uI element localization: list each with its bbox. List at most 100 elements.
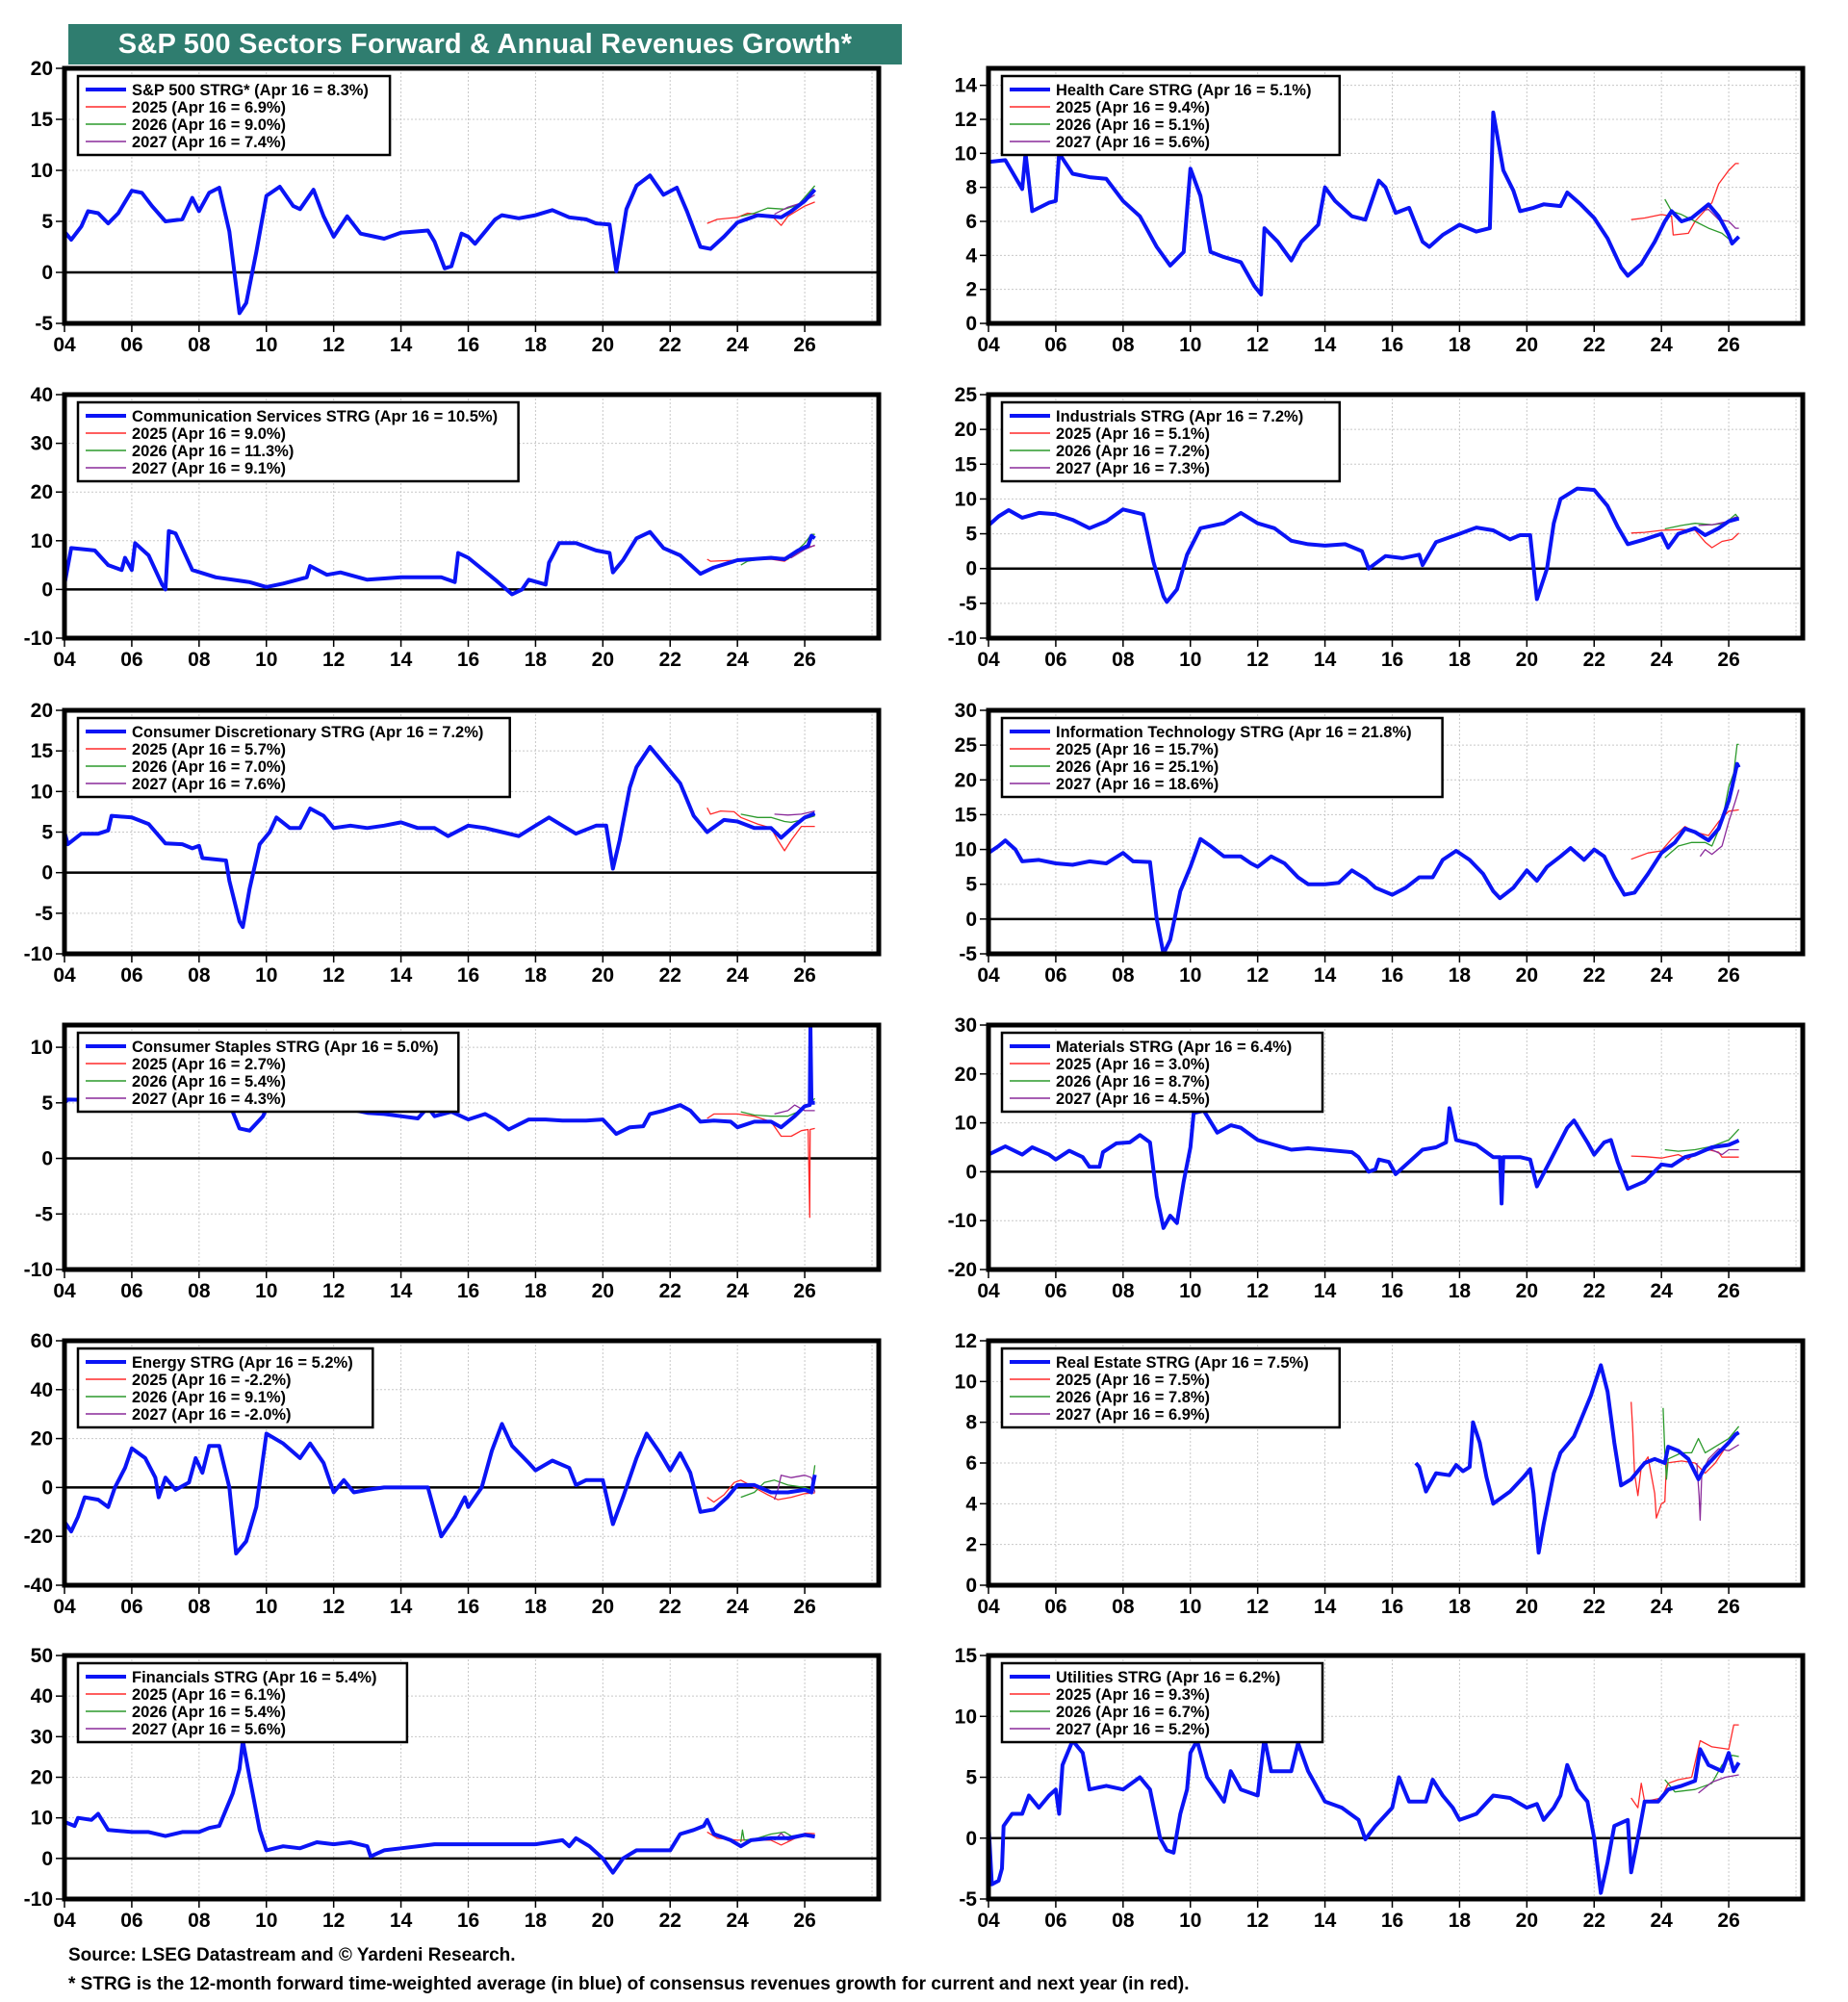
legend-label: 2026 (Apr 16 = 8.7%) bbox=[1056, 1073, 1210, 1091]
y-tick-label: -20 bbox=[24, 1526, 53, 1548]
x-tick-label: 08 bbox=[188, 649, 211, 671]
legend: Information Technology STRG (Apr 16 = 21… bbox=[1000, 716, 1444, 799]
x-tick-label: 24 bbox=[726, 1910, 749, 1932]
x-tick-label: 14 bbox=[1314, 1280, 1337, 1302]
x-tick-label: 14 bbox=[1314, 649, 1337, 671]
x-tick-label: 14 bbox=[1314, 334, 1337, 356]
plot-area bbox=[988, 486, 1740, 604]
x-tick-label: 08 bbox=[1112, 1596, 1135, 1618]
chart-materials: -20 -10 0 10 20 30 04 06 08 10 12 14 16 18 20 22 24 26 Mat… bbox=[948, 1014, 1806, 1302]
y-tick-label: -40 bbox=[24, 1575, 53, 1597]
x-tick-label: 22 bbox=[1583, 1910, 1605, 1932]
x-tick-label: 16 bbox=[457, 1910, 479, 1932]
y-tick-label: 20 bbox=[31, 1428, 53, 1450]
series-line-2025 bbox=[1630, 528, 1740, 549]
series-line-strg bbox=[64, 173, 817, 316]
legend-label: Materials STRG (Apr 16 = 6.4%) bbox=[1056, 1039, 1292, 1056]
x-tick-label: 20 bbox=[592, 334, 614, 356]
y-axis: -10 -5 0 5 10 bbox=[24, 1037, 879, 1281]
x-tick-label: 26 bbox=[793, 1280, 815, 1302]
series-line-strg bbox=[64, 745, 816, 930]
y-tick-label: 8 bbox=[965, 1412, 977, 1434]
x-tick-label: 14 bbox=[1314, 964, 1337, 987]
y-tick-label: 20 bbox=[31, 58, 53, 80]
series-line-strg bbox=[988, 761, 1741, 954]
x-tick-label: 26 bbox=[1717, 334, 1739, 356]
y-tick-label: 15 bbox=[955, 1645, 978, 1667]
legend-label: 2026 (Apr 16 = 7.0%) bbox=[132, 758, 286, 776]
x-axis: 04 06 08 10 12 14 16 18 20 22 24 26 bbox=[977, 323, 1740, 356]
x-tick-label: 06 bbox=[120, 1596, 142, 1618]
y-tick-label: 5 bbox=[965, 1767, 977, 1789]
legend-label: 2026 (Apr 16 = 9.1%) bbox=[132, 1389, 286, 1406]
x-tick-label: 24 bbox=[1650, 1596, 1673, 1618]
x-tick-label: 10 bbox=[255, 1280, 277, 1302]
legend: Consumer Staples STRG (Apr 16 = 5.0%)202… bbox=[76, 1031, 460, 1114]
x-tick-label: 26 bbox=[1717, 1596, 1739, 1618]
legend: S&P 500 STRG* (Apr 16 = 8.3%)2025 (Apr 1… bbox=[76, 74, 392, 157]
y-tick-label: 10 bbox=[31, 160, 53, 182]
x-tick-label: 06 bbox=[1044, 1596, 1066, 1618]
x-tick-label: 14 bbox=[1314, 1596, 1337, 1618]
y-tick-label: 30 bbox=[955, 1014, 977, 1037]
x-tick-label: 16 bbox=[1381, 964, 1403, 987]
x-tick-label: 08 bbox=[1112, 649, 1135, 671]
y-tick-label: 15 bbox=[31, 740, 54, 762]
legend-label: 2025 (Apr 16 = 7.5%) bbox=[1056, 1372, 1210, 1389]
y-tick-label: 10 bbox=[955, 1706, 977, 1728]
legend-label: Information Technology STRG (Apr 16 = 21… bbox=[1056, 724, 1412, 741]
legend: Industrials STRG (Apr 16 = 7.2%)2025 (Ap… bbox=[1000, 400, 1342, 483]
x-tick-label: 16 bbox=[1381, 1910, 1403, 1932]
series-line-strg bbox=[64, 1422, 817, 1555]
legend-label: Financials STRG (Apr 16 = 5.4%) bbox=[132, 1669, 376, 1686]
legend-label: 2026 (Apr 16 = 5.1%) bbox=[1056, 116, 1210, 134]
x-tick-label: 12 bbox=[1246, 1280, 1269, 1302]
legend: Consumer Discretionary STRG (Apr 16 = 7.… bbox=[76, 716, 511, 799]
x-tick-label: 06 bbox=[1044, 964, 1066, 987]
x-tick-label: 08 bbox=[1112, 1280, 1135, 1302]
x-tick-label: 14 bbox=[390, 964, 413, 987]
y-tick-label: 0 bbox=[965, 909, 977, 931]
x-axis: 04 06 08 10 12 14 16 18 20 22 24 26 bbox=[977, 638, 1740, 671]
series-line-strg bbox=[988, 1736, 1741, 1895]
x-tick-label: 14 bbox=[390, 649, 413, 671]
x-tick-label: 20 bbox=[592, 1596, 614, 1618]
y-tick-label: 4 bbox=[965, 1493, 977, 1515]
y-tick-label: 6 bbox=[965, 1452, 977, 1475]
legend-label: 2027 (Apr 16 = -2.0%) bbox=[132, 1406, 292, 1424]
plot-area bbox=[64, 1422, 817, 1555]
x-tick-label: 12 bbox=[322, 1280, 345, 1302]
y-tick-label: 0 bbox=[41, 862, 53, 885]
x-tick-label: 04 bbox=[977, 1910, 1000, 1932]
series-line-strg bbox=[988, 1106, 1740, 1230]
y-tick-label: -10 bbox=[24, 628, 53, 650]
legend-label: 2025 (Apr 16 = 15.7%) bbox=[1056, 741, 1219, 758]
x-tick-label: 18 bbox=[1449, 1280, 1472, 1302]
x-tick-label: 08 bbox=[188, 1280, 211, 1302]
y-tick-label: 10 bbox=[955, 1113, 977, 1135]
y-tick-label: 10 bbox=[955, 1371, 977, 1393]
legend-label: Real Estate STRG (Apr 16 = 7.5%) bbox=[1056, 1354, 1309, 1372]
series-line-2026 bbox=[1662, 1407, 1740, 1480]
y-tick-label: 5 bbox=[965, 524, 977, 546]
y-tick-label: 5 bbox=[41, 822, 53, 844]
y-tick-label: -10 bbox=[948, 628, 977, 650]
x-tick-label: 10 bbox=[255, 334, 277, 356]
y-tick-label: 30 bbox=[955, 700, 977, 722]
x-tick-label: 10 bbox=[1179, 1596, 1201, 1618]
x-tick-label: 22 bbox=[659, 1910, 681, 1932]
series-line-2025 bbox=[1630, 163, 1739, 236]
y-tick-label: 25 bbox=[955, 384, 978, 406]
y-tick-label: 0 bbox=[41, 578, 53, 601]
legend: Materials STRG (Apr 16 = 6.4%)2025 (Apr … bbox=[1000, 1031, 1324, 1114]
x-tick-label: 22 bbox=[1583, 1596, 1605, 1618]
x-tick-label: 08 bbox=[188, 964, 211, 987]
x-tick-label: 24 bbox=[726, 1596, 749, 1618]
y-tick-label: 10 bbox=[31, 530, 53, 552]
x-tick-label: 22 bbox=[1583, 1280, 1605, 1302]
chart-financials: -10 0 10 20 30 40 50 04 06 08 10 12 14 16 18 20 22 24 26 Fi… bbox=[24, 1645, 882, 1932]
x-tick-label: 20 bbox=[1516, 1280, 1538, 1302]
x-tick-label: 10 bbox=[1179, 649, 1201, 671]
x-tick-label: 06 bbox=[120, 334, 142, 356]
